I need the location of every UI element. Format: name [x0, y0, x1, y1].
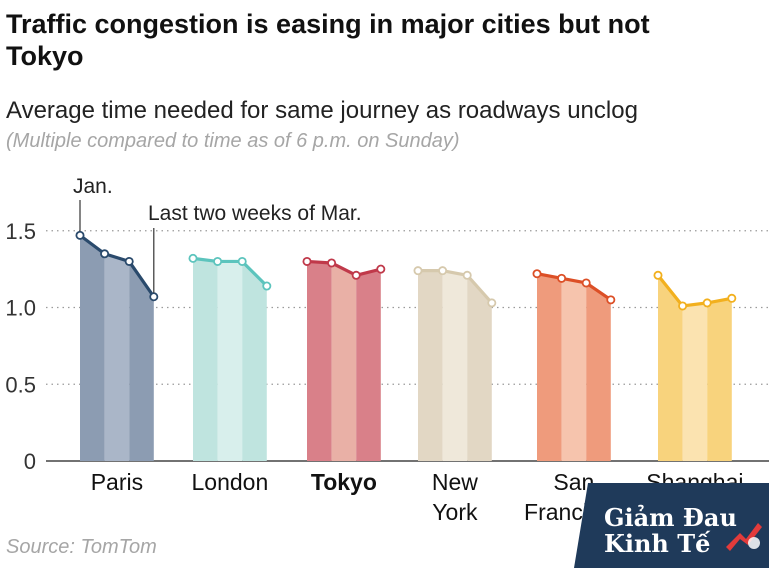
data-point — [124, 256, 134, 266]
area-band — [331, 262, 357, 461]
data-point — [351, 270, 361, 280]
chart-note: (Multiple compared to time as of 6 p.m. … — [6, 130, 460, 152]
data-point — [100, 249, 110, 259]
category-label: Paris — [91, 469, 143, 495]
series-line — [536, 272, 612, 302]
series-line — [192, 256, 268, 288]
category-label: Tokyo — [311, 469, 377, 495]
source-note: Source: TomTom — [6, 536, 157, 558]
area-band — [129, 261, 154, 461]
category-label: New — [432, 469, 478, 495]
data-point — [376, 264, 386, 274]
area-band — [658, 275, 683, 461]
area-band — [467, 275, 492, 461]
publisher-logo: Giảm Đau Kinh Tế — [574, 483, 769, 568]
data-point — [532, 269, 542, 279]
logo-line-1: Giảm Đau — [604, 503, 737, 532]
area-band — [242, 261, 267, 461]
area-band — [586, 282, 611, 461]
data-point — [557, 273, 567, 283]
logo-arrow-icon — [726, 523, 762, 551]
area-band — [561, 278, 587, 461]
data-point — [413, 266, 423, 276]
area-band — [537, 273, 562, 461]
y-tick-label: 1.5 — [5, 219, 36, 244]
series-line — [418, 269, 493, 304]
y-tick-label: 0.5 — [5, 372, 36, 397]
area-band — [193, 258, 218, 461]
data-point — [678, 301, 688, 311]
data-point — [149, 292, 159, 302]
area-band — [307, 261, 332, 461]
data-point — [487, 298, 497, 308]
data-point — [581, 278, 591, 288]
category-label: London — [192, 469, 269, 495]
data-point — [302, 256, 312, 266]
series-line — [656, 274, 733, 308]
series-line — [306, 259, 382, 277]
data-point — [606, 295, 616, 305]
chart-title: Traffic congestion is easing in major ci… — [6, 9, 650, 71]
area-band — [104, 253, 130, 461]
data-point — [702, 298, 712, 308]
data-point — [327, 258, 337, 268]
series-line — [79, 234, 156, 298]
data-point — [653, 270, 663, 280]
y-tick-label: 1.0 — [5, 296, 36, 321]
area-band — [682, 302, 708, 461]
area-band — [356, 269, 381, 461]
chart-subtitle: Average time needed for same journey as … — [6, 97, 638, 124]
data-point — [262, 281, 272, 291]
area-band — [707, 298, 732, 461]
category-label: York — [432, 499, 478, 525]
y-tick-label: 0 — [24, 449, 36, 474]
data-point — [438, 266, 448, 276]
annotation-jan: Jan. — [73, 175, 113, 198]
annotation-mar: Last two weeks of Mar. — [148, 202, 362, 225]
area-band — [217, 261, 243, 461]
area-band — [80, 235, 105, 461]
data-point — [237, 256, 247, 266]
data-point — [213, 256, 223, 266]
data-point — [727, 293, 737, 303]
area-band — [418, 270, 443, 461]
logo-line-2: Kinh Tế — [604, 529, 711, 558]
data-point — [75, 230, 85, 240]
data-point — [462, 270, 472, 280]
data-point — [188, 253, 198, 263]
area-band — [442, 270, 468, 461]
